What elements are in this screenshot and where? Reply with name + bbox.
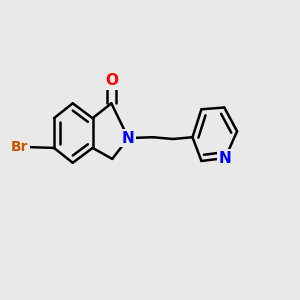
Text: N: N — [122, 130, 135, 146]
Text: N: N — [219, 151, 232, 166]
Text: Br: Br — [11, 140, 28, 154]
Text: O: O — [105, 73, 118, 88]
